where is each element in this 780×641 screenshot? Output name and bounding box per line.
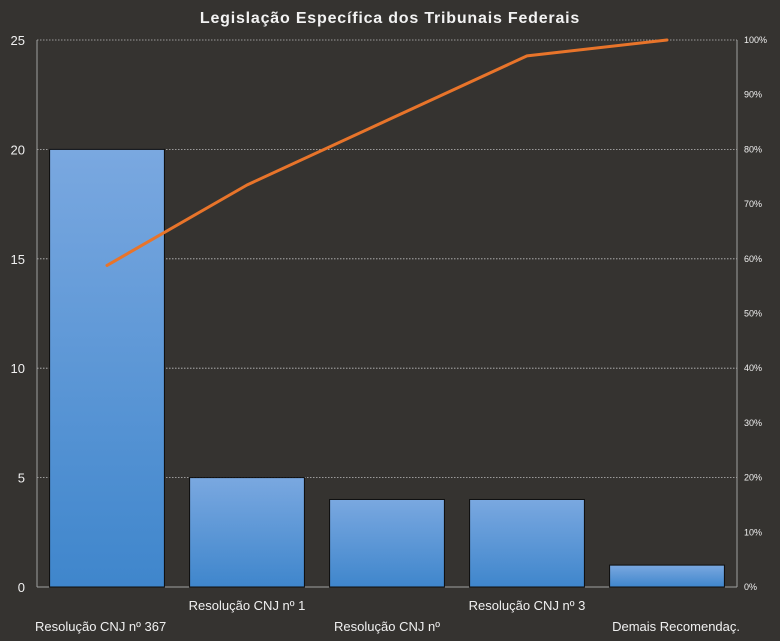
category-label: Resolução CNJ nº bbox=[334, 619, 440, 634]
y2-tick-label: 50% bbox=[744, 309, 762, 319]
y-tick-label: 5 bbox=[18, 471, 25, 486]
y-tick-label: 25 bbox=[11, 33, 25, 48]
y2-tick-label: 90% bbox=[744, 90, 762, 100]
category-label: Resolução CNJ nº 1 bbox=[189, 598, 306, 613]
y-tick-label: 10 bbox=[11, 361, 25, 376]
y2-tick-label: 20% bbox=[744, 473, 762, 483]
bar bbox=[329, 498, 445, 588]
line-layer bbox=[105, 38, 669, 267]
y2-tick-label: 30% bbox=[744, 418, 762, 428]
y2-tick-label: 100% bbox=[744, 35, 767, 45]
bar bbox=[609, 564, 725, 588]
category-label: Resolução CNJ nº 3 bbox=[469, 598, 586, 613]
cumulative-line bbox=[105, 38, 669, 267]
y-tick-label: 0 bbox=[18, 580, 25, 595]
y-tick-label: 20 bbox=[11, 142, 25, 157]
y2-tick-label: 80% bbox=[744, 144, 762, 154]
y2-tick-label: 60% bbox=[744, 254, 762, 264]
y2-tick-label: 10% bbox=[744, 527, 762, 537]
bar bbox=[469, 498, 585, 588]
tick-layer: 0 5 10 15 20 25 0% 10% 20% 30% 40% 50% 60% 70% 80% 90% 1… bbox=[11, 33, 768, 595]
bar bbox=[49, 148, 165, 588]
bar-layer bbox=[49, 148, 725, 588]
category-label: Resolução CNJ nº 367 bbox=[35, 619, 166, 634]
y2-tick-label: 70% bbox=[744, 199, 762, 209]
y-tick-label: 15 bbox=[11, 252, 25, 267]
category-label-layer: Resolução CNJ nº 367 Resolução CNJ nº 1 Re… bbox=[35, 598, 740, 634]
bar bbox=[189, 477, 305, 588]
chart-title: Legislação Específica dos Tribunais Fede… bbox=[200, 10, 580, 27]
category-label: Demais Recomendaç. bbox=[612, 619, 740, 634]
y2-tick-label: 40% bbox=[744, 363, 762, 373]
y2-tick-label: 0% bbox=[744, 582, 757, 592]
